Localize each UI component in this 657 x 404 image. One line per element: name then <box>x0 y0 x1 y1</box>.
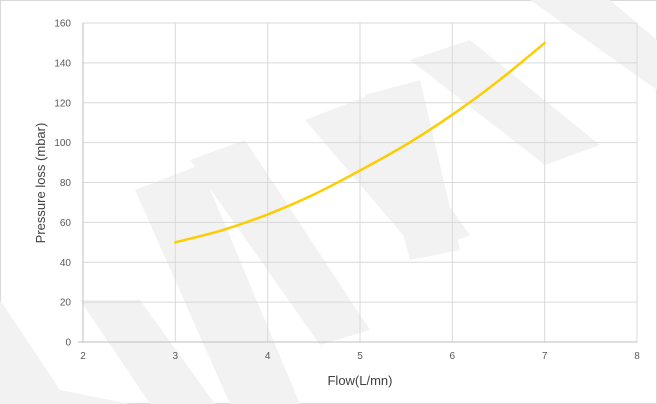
x-tick-label: 3 <box>173 351 179 362</box>
x-tick-label: 2 <box>80 351 86 362</box>
y-tick-label: 120 <box>54 98 71 109</box>
y-tick-label: 0 <box>65 338 71 349</box>
series-layer <box>174 41 546 244</box>
watermark-letter-n <box>135 140 370 404</box>
x-tick-label: 5 <box>357 351 363 362</box>
watermark-letter-i <box>80 300 215 404</box>
y-tick-label: 140 <box>54 58 71 69</box>
gridlines <box>83 22 638 342</box>
x-tick-label: 7 <box>542 351 548 362</box>
x-tick-label: 8 <box>634 351 640 362</box>
y-tick-label: 20 <box>60 298 72 309</box>
axes <box>78 23 637 343</box>
x-tick-label: 6 <box>450 351 456 362</box>
y-tick-label: 160 <box>54 19 71 30</box>
x-axis-title: Flow(L/mn) <box>327 373 392 388</box>
watermark-letter-a <box>305 80 470 260</box>
y-tick-label: 60 <box>60 218 72 229</box>
y-tick-label: 80 <box>60 178 72 189</box>
series-line <box>174 41 546 244</box>
y-axis-title: Pressure loss (mbar) <box>33 123 48 244</box>
x-tick-label: 4 <box>265 351 271 362</box>
y-tick-label: 40 <box>60 258 72 269</box>
y-tick-label: 100 <box>54 138 71 149</box>
watermark-letter-m <box>0 300 130 404</box>
